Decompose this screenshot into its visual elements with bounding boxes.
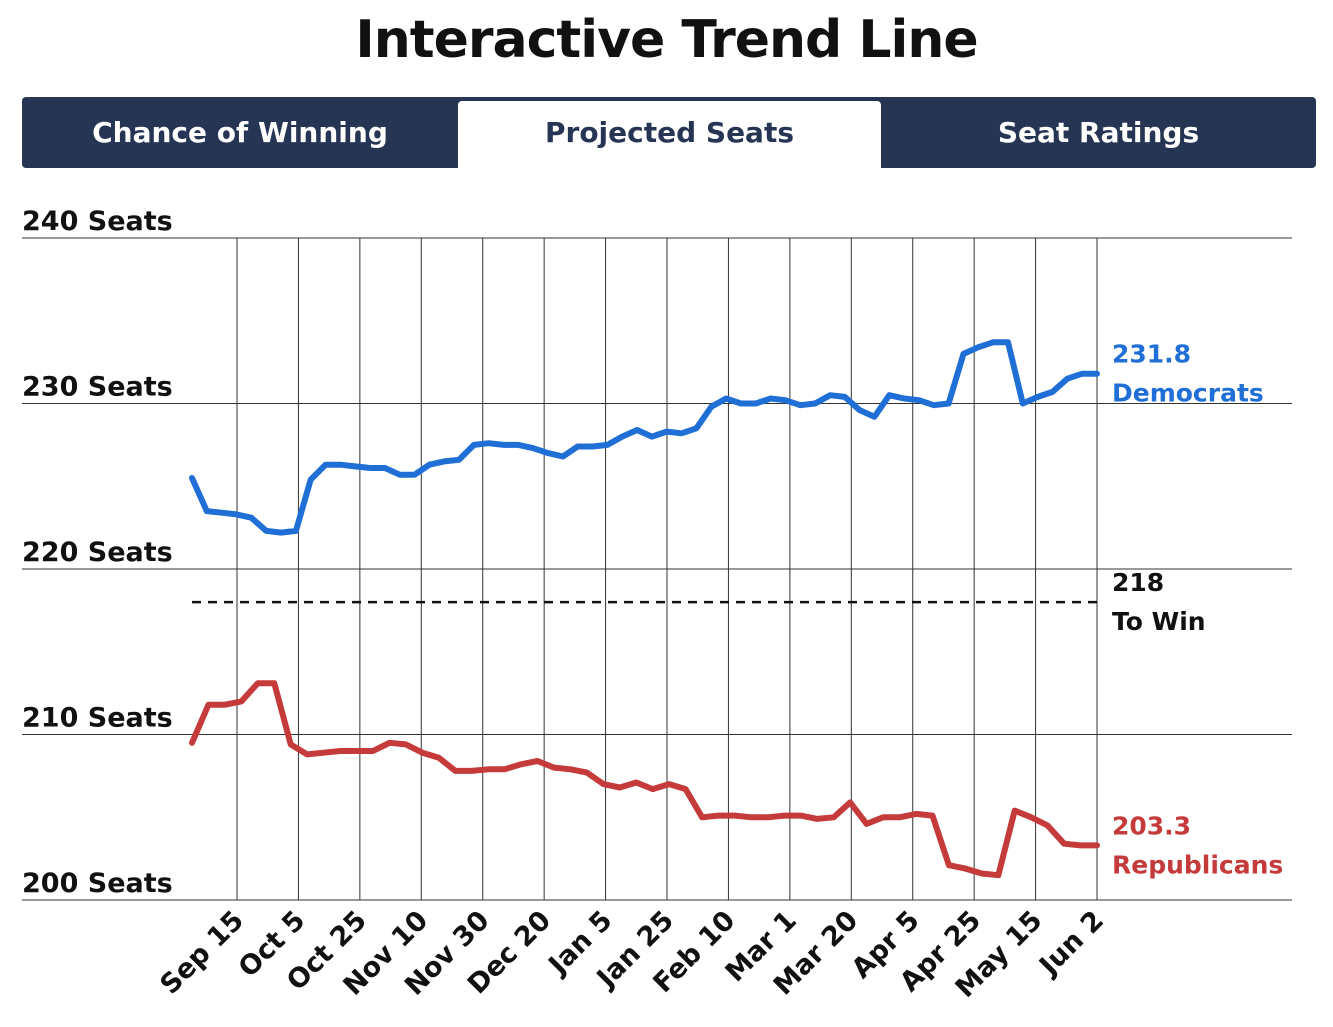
tab-seat-ratings[interactable]: Seat Ratings [997, 116, 1200, 149]
tab-bar: Chance of Winning Projected Seats Seat R… [22, 97, 1316, 168]
democrats-name-label: Democrats [1112, 379, 1264, 408]
x-tick-label: Jun 2 [1032, 905, 1110, 983]
tab-chance-of-winning[interactable]: Chance of Winning [92, 116, 388, 149]
republicans-value-label: 203.3 [1112, 811, 1191, 840]
republicans-line [189, 680, 1100, 879]
y-tick-label: 220 Seats [22, 537, 173, 568]
republicans-name-label: Republicans [1112, 850, 1283, 879]
y-tick-label: 200 Seats [22, 868, 173, 899]
y-tick-label: 210 Seats [22, 703, 173, 734]
chart-title: Interactive Trend Line [355, 10, 978, 70]
x-tick-label: Sep 15 [154, 905, 250, 1001]
tab-projected-seats[interactable]: Projected Seats [458, 101, 881, 168]
democrats-value-label: 231.8 [1112, 340, 1191, 369]
threshold-text-label: To Win [1112, 607, 1206, 636]
threshold-value-label: 218 [1112, 568, 1164, 597]
y-tick-label: 230 Seats [22, 372, 173, 403]
y-tick-label: 240 Seats [22, 206, 173, 237]
democrats-line [189, 339, 1100, 536]
